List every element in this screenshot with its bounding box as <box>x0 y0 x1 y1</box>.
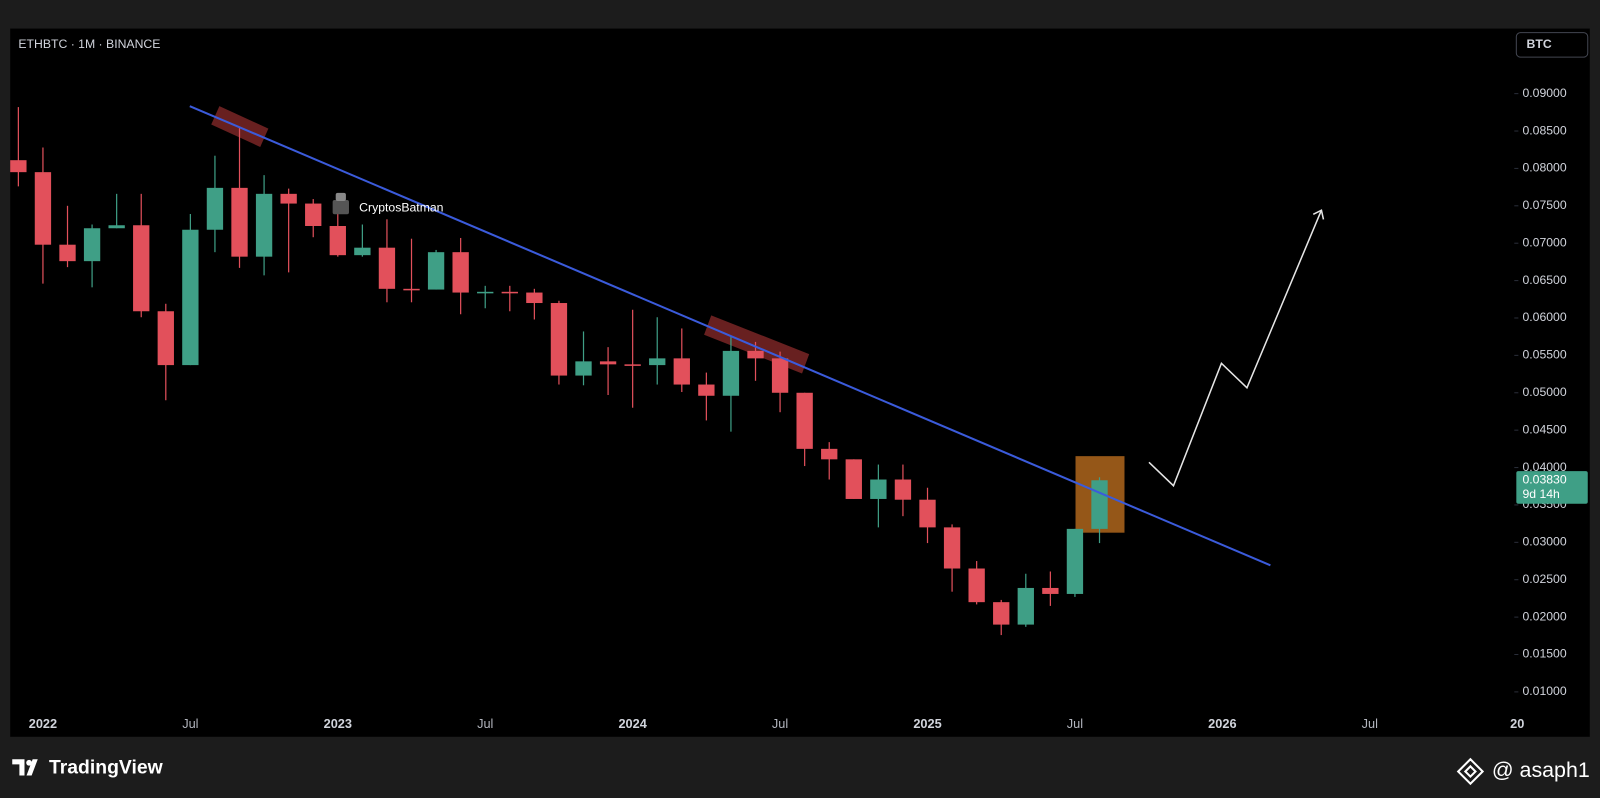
x-tick-label: 2022 <box>29 716 57 731</box>
symbol-title: ETHBTC · 1M · BINANCE <box>18 37 160 51</box>
y-tick-label: 0.01500 <box>1522 647 1566 661</box>
candle-body <box>1066 528 1084 594</box>
y-tick-label: 0.06500 <box>1522 273 1566 287</box>
candle-body <box>919 499 936 528</box>
candle-body <box>1042 587 1059 594</box>
candle-body <box>526 292 543 304</box>
footer: TradingView @ asaph1 <box>12 757 1590 786</box>
candle-body <box>771 358 789 393</box>
candle-body <box>673 358 690 385</box>
candle-body <box>231 187 248 257</box>
candle-body <box>354 247 371 256</box>
brand-logo <box>26 759 32 766</box>
x-tick-label: Jul <box>1362 716 1378 731</box>
chart-area <box>10 28 1590 737</box>
candle-body <box>501 291 518 294</box>
y-tick-label: 0.08000 <box>1522 161 1566 175</box>
candle-body <box>206 187 224 230</box>
y-tick-label: 0.08500 <box>1522 123 1566 137</box>
candle-body <box>452 252 469 293</box>
candle-body <box>599 361 617 365</box>
candle-body <box>796 392 813 449</box>
x-tick-label: 2026 <box>1208 716 1236 731</box>
candle-body <box>550 303 568 376</box>
y-tick-label: 0.02500 <box>1522 572 1566 586</box>
candle-body <box>821 448 838 460</box>
price-tag-countdown: 9d 14h <box>1522 487 1560 501</box>
candle-body <box>59 244 76 262</box>
y-tick-label: 0.01000 <box>1522 684 1566 698</box>
x-tick-label: 2024 <box>618 716 647 731</box>
y-tick-label: 0.06000 <box>1522 310 1566 324</box>
candle-body <box>575 361 592 376</box>
candle-body <box>649 358 666 366</box>
y-tick-label: 0.07500 <box>1522 198 1566 212</box>
unit-button[interactable] <box>1515 32 1589 58</box>
x-tick-label: Jul <box>477 716 493 731</box>
candle-body <box>870 479 887 499</box>
y-tick-label: 0.05000 <box>1522 385 1566 399</box>
brand-name: TradingView <box>49 757 164 779</box>
y-tick-label: 0.04500 <box>1522 422 1566 436</box>
watermark-icon <box>332 200 349 215</box>
trendline <box>189 105 1271 567</box>
candle-body <box>157 311 174 366</box>
candle-body <box>1017 587 1034 625</box>
y-tick-label: 0.05500 <box>1522 348 1566 362</box>
price-tag-box <box>1516 471 1588 504</box>
y-tick-label: 0.04000 <box>1522 460 1566 474</box>
candle-body <box>182 229 199 366</box>
candle-body <box>722 350 740 396</box>
candles <box>10 107 1108 636</box>
projection-arrow <box>1148 209 1323 488</box>
unit-label: BTC <box>1527 37 1552 51</box>
y-tick-label: 0.03000 <box>1522 535 1566 549</box>
watermark-text: CryptosBatman <box>359 200 444 214</box>
watermark: CryptosBatman <box>332 192 444 215</box>
candle-body <box>329 226 346 256</box>
y-tick-label: 0.09000 <box>1522 86 1566 100</box>
candle-body <box>403 288 420 291</box>
y-tick-label: 0.07000 <box>1522 235 1566 249</box>
candle-body <box>133 225 150 312</box>
candle-body <box>624 364 641 366</box>
x-tick-label: Jul <box>772 716 788 731</box>
candle-body <box>968 568 985 603</box>
time-axis: 2022 Jul 2023 Jul 2024 Jul 2025 Jul 2026 Jul 20 <box>29 716 1525 731</box>
candle-body <box>993 602 1010 625</box>
y-tick-label: 0.02000 <box>1522 609 1566 623</box>
candle-body <box>34 172 52 245</box>
candle-body <box>305 203 322 227</box>
x-tick-label: Jul <box>1067 716 1083 731</box>
x-tick-label: 2025 <box>913 716 941 731</box>
candle-body <box>894 479 912 500</box>
candle-body <box>10 160 27 173</box>
candle-body <box>280 193 297 204</box>
candle-body <box>943 527 961 569</box>
author-handle: @ asaph1 <box>1492 758 1590 782</box>
x-tick-label: Jul <box>182 716 198 731</box>
candle-body <box>845 459 862 499</box>
candle-body <box>255 193 273 257</box>
price-tag-label: 0.03830 <box>1522 472 1566 486</box>
candle-body <box>698 384 715 396</box>
candle-body <box>747 350 764 359</box>
x-tick-label: 20 <box>1510 716 1524 731</box>
candle-body <box>83 228 101 262</box>
candle-body <box>108 225 125 229</box>
candle-body <box>477 291 494 294</box>
candle-body <box>1091 480 1108 529</box>
candle-body <box>378 247 396 289</box>
candle-body <box>427 252 445 290</box>
exchange-icon <box>1456 757 1485 786</box>
arrow-head <box>1312 209 1325 220</box>
watermark-icon <box>335 192 346 202</box>
x-tick-label: 2023 <box>324 716 352 731</box>
